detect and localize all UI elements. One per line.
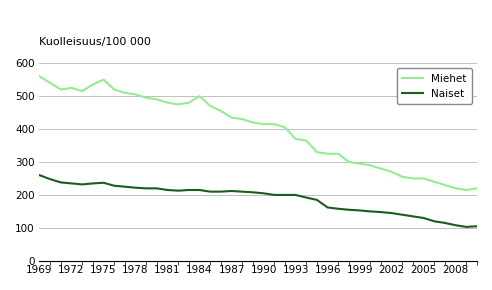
Legend: Miehet, Naiset: Miehet, Naiset (397, 68, 472, 104)
Text: Kuolleisuus/100 000: Kuolleisuus/100 000 (39, 37, 152, 47)
